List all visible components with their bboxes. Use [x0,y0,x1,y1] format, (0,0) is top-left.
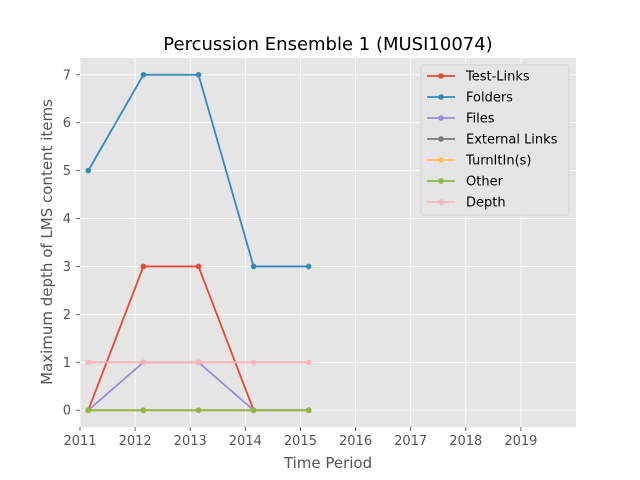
x-tick-label: 2016 [339,434,372,449]
legend-marker [438,199,444,205]
data-point-depth [305,359,312,366]
x-tick-label: 2017 [394,434,427,449]
y-tick-label: 1 [63,356,71,371]
data-point-depth [140,359,147,366]
x-tick-label: 2014 [229,434,262,449]
legend-marker [438,157,444,163]
data-point-other [85,407,92,414]
chart-title: Percussion Ensemble 1 (MUSI10074) [163,34,492,55]
y-tick-label: 5 [63,164,71,179]
legend-item-turnitin-s: TurnItIn(s) [427,154,531,169]
y-tick-label: 7 [63,68,71,83]
y-axis-label: Maximum depth of LMS content items [38,99,56,385]
data-point-other [195,407,202,414]
legend-item-files: Files [427,112,495,127]
data-point-depth [195,359,202,366]
data-point-folders [250,263,257,270]
data-point-folders [195,71,202,78]
data-point-test-links [140,263,147,270]
legend-label: External Links [466,133,558,148]
data-point-other [140,407,147,414]
x-tick-label: 2012 [119,434,152,449]
data-point-depth [250,359,257,366]
tick-labels: 2011 2012 2013 2014 2015 2016 2017 2018 2019 0 1 2 3… [63,68,538,449]
legend-label: Files [466,112,495,127]
data-point-depth [85,359,92,366]
legend-marker [438,73,444,79]
y-tick-label: 6 [63,116,71,131]
x-tick-label: 2013 [174,434,207,449]
x-tick-label: 2018 [449,434,482,449]
legend-marker [438,115,444,121]
legend-label: Depth [466,196,506,211]
legend-label: Folders [466,91,513,106]
legend-label: Other [466,175,504,190]
series-group [85,71,312,414]
legend-item-external-links: External Links [427,133,558,148]
data-point-other [250,407,257,414]
data-point-other [305,407,312,414]
data-point-folders [140,71,147,78]
legend-item-other: Other [427,175,504,190]
legend-label: Test-Links [465,70,530,85]
x-tick-label: 2015 [284,434,317,449]
legend-item-folders: Folders [427,91,513,106]
x-tick-label: 2019 [504,434,537,449]
x-tick-label: 2011 [63,434,96,449]
legend-marker [438,178,444,184]
y-tick-label: 3 [63,260,71,275]
legend-marker [438,136,444,142]
y-tick-label: 2 [63,308,71,323]
legend-item-depth: Depth [427,196,506,211]
y-tick-label: 0 [63,404,71,419]
legend-label: TurnItIn(s) [465,154,531,169]
legend-item-test-links: Test-Links [427,70,530,85]
legend: Test-Links Folders Files External Links Turn… [420,64,570,216]
x-axis-label: Time Period [283,454,372,472]
legend-marker [438,94,444,100]
legend-box [420,64,570,216]
data-point-folders [305,263,312,270]
data-point-folders [85,167,92,174]
data-point-test-links [195,263,202,270]
y-tick-label: 4 [63,212,71,227]
